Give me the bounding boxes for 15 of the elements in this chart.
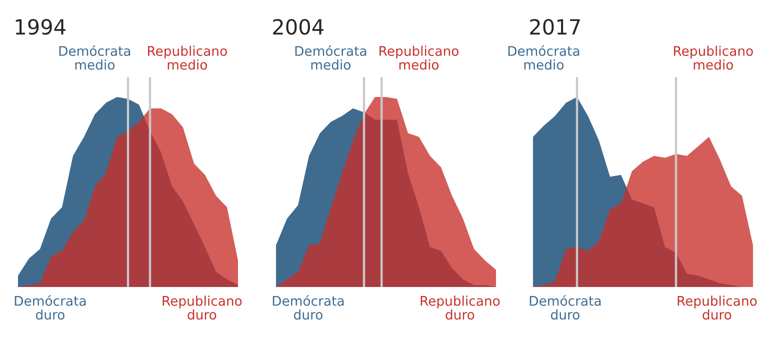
text: Demócrata duro [530,295,601,320]
text: Demócrata medio [295,45,366,70]
chart-title: 1994 [16,18,66,35]
text: Demócrata medio [508,45,580,70]
text: Demócrata duro [272,295,344,320]
text: Demócrata duro [14,295,86,320]
text: Republicano duro [162,296,242,320]
chart-title: 2004 [273,18,324,35]
text: Republicano medio [674,46,753,70]
text: Republicano duro [420,296,500,320]
text: Republicano medio [148,46,227,70]
text: Demócrata medio [59,45,130,70]
text: Republicano duro [678,296,757,320]
chart-title: 2017 [530,18,580,35]
text: Republicano medio [380,46,458,70]
